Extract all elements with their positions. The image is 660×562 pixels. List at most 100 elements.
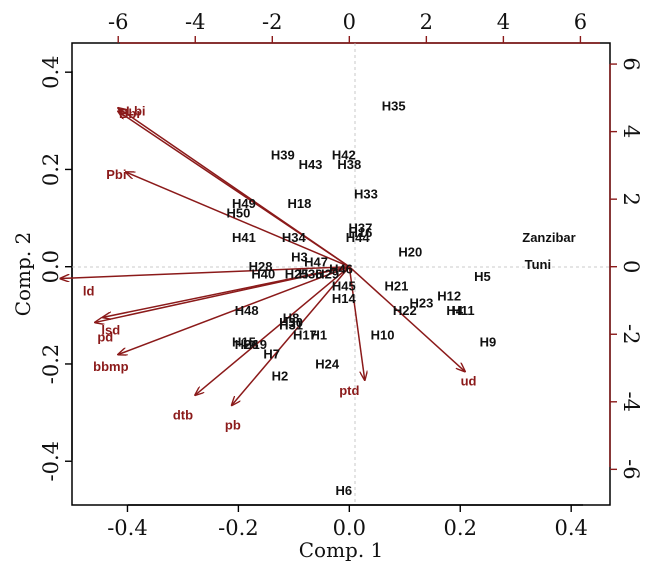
observation-label: H50 bbox=[226, 206, 250, 221]
observation-label: H23 bbox=[409, 296, 433, 311]
variable-label: pd bbox=[97, 330, 113, 345]
x-tick-label: -0.4 bbox=[107, 516, 148, 540]
loading-arrows bbox=[60, 108, 464, 405]
right-tick-label: 0 bbox=[619, 260, 643, 273]
loading-arrow-pd bbox=[95, 265, 350, 323]
observation-label: H33 bbox=[354, 186, 378, 201]
observation-label: H30 bbox=[279, 315, 303, 330]
observation-label: H3 bbox=[291, 249, 308, 264]
loading-arrow-ud bbox=[348, 266, 465, 372]
observation-label: H1 bbox=[311, 327, 328, 342]
x-tick-label: -0.2 bbox=[218, 516, 259, 540]
top-tick-label: 6 bbox=[574, 10, 587, 34]
observation-label: H37 bbox=[348, 220, 372, 235]
observation-label: H47 bbox=[304, 254, 328, 269]
observation-label: H26 bbox=[235, 337, 259, 352]
observation-label: H29 bbox=[315, 267, 339, 282]
variable-label: Bbr bbox=[119, 106, 141, 121]
observation-label: H21 bbox=[385, 279, 409, 294]
variable-label: bbmp bbox=[93, 359, 128, 374]
observation-label: H10 bbox=[371, 327, 395, 342]
x-tick-label: 0.4 bbox=[554, 516, 587, 540]
right-tick-label: -2 bbox=[619, 324, 643, 344]
observation-label: H8 bbox=[283, 310, 300, 325]
top-tick-label: -6 bbox=[108, 10, 128, 34]
observation-label: H16 bbox=[348, 225, 372, 240]
top-tick-label: 2 bbox=[420, 10, 433, 34]
variable-label: ld bbox=[83, 284, 95, 299]
loading-arrow-bbmp bbox=[118, 266, 350, 355]
loading-arrow-ld bbox=[60, 265, 350, 279]
observation-label: H17 bbox=[293, 327, 317, 342]
observation-label: H18 bbox=[287, 196, 311, 211]
observation-label: H35 bbox=[382, 99, 406, 114]
variable-label: Lbi bbox=[126, 104, 146, 119]
observation-label: H38 bbox=[337, 157, 361, 172]
observation-label: H48 bbox=[235, 303, 259, 318]
variable-label: ud bbox=[461, 373, 477, 388]
observation-label: H43 bbox=[299, 157, 323, 172]
observation-label: H40 bbox=[251, 267, 275, 282]
observation-label: H14 bbox=[332, 291, 357, 306]
observation-label: H46 bbox=[329, 262, 353, 277]
observation-label: H44 bbox=[346, 230, 371, 245]
observation-label: H19 bbox=[243, 337, 267, 352]
right-tick-label: 6 bbox=[619, 57, 643, 70]
y-tick-label: 0.4 bbox=[39, 55, 63, 88]
observation-label: H39 bbox=[271, 147, 295, 162]
y-tick-label: -0.2 bbox=[39, 344, 63, 385]
observation-label: H36 bbox=[299, 267, 323, 282]
y-tick-label: 0.0 bbox=[39, 250, 63, 283]
variable-label: Pbi bbox=[106, 167, 126, 182]
observation-label: H25 bbox=[285, 267, 309, 282]
observation-label: Zanzibar bbox=[522, 230, 575, 245]
observation-label: H20 bbox=[398, 245, 422, 260]
x-axis-title: Comp. 1 bbox=[299, 538, 384, 562]
top-tick-label: -2 bbox=[262, 10, 282, 34]
y-axis-title: Comp. 2 bbox=[11, 232, 35, 317]
y-tick-label: 0.2 bbox=[39, 153, 63, 186]
loading-arrow-pb bbox=[232, 266, 350, 405]
observation-label: H24 bbox=[315, 356, 340, 371]
observation-label: H4 bbox=[446, 303, 463, 318]
observation-label: H34 bbox=[282, 230, 307, 245]
observation-label: H12 bbox=[437, 288, 461, 303]
variable-label: lsd bbox=[101, 322, 120, 337]
observation-label: H11 bbox=[451, 303, 474, 318]
loading-arrow-ptd bbox=[348, 266, 364, 380]
observation-label: H28 bbox=[249, 259, 273, 274]
loading-arrow-dtb bbox=[195, 266, 350, 395]
observation-label: H2 bbox=[272, 369, 289, 384]
x-tick-label: 0.0 bbox=[333, 516, 366, 540]
right-tick-label: 4 bbox=[619, 125, 643, 138]
right-tick-label: -4 bbox=[619, 392, 643, 412]
observation-label: H6 bbox=[335, 483, 352, 498]
observation-label: Tuni bbox=[525, 257, 551, 272]
variable-label: pb bbox=[225, 417, 241, 432]
observation-label: H49 bbox=[232, 196, 256, 211]
observation-label: H41 bbox=[232, 230, 256, 245]
observation-label: H22 bbox=[393, 303, 417, 318]
variable-label: ptd bbox=[339, 383, 359, 398]
observation-label: H7 bbox=[263, 347, 280, 362]
y-tick-label: -0.4 bbox=[39, 441, 63, 482]
loading-arrow-Bbr bbox=[118, 108, 350, 268]
observation-label: H9 bbox=[480, 335, 497, 350]
observation-label: H31 bbox=[279, 318, 303, 333]
top-tick-label: 4 bbox=[497, 10, 510, 34]
right-tick-label: 2 bbox=[619, 192, 643, 205]
variable-label: dtb bbox=[173, 408, 193, 423]
right-tick-label: -6 bbox=[619, 459, 643, 479]
observation-label: H15 bbox=[232, 335, 256, 350]
loading-arrow-Pbi bbox=[126, 172, 350, 268]
top-tick-label: -4 bbox=[185, 10, 205, 34]
axis-ticks: -0.4 -0.2 0.0 0.2 0.4 -0.4 -0.2 0.0 0.2 0.4 -6 -4 -2… bbox=[39, 10, 643, 540]
observation-label: H5 bbox=[474, 269, 491, 284]
x-tick-label: 0.2 bbox=[444, 516, 477, 540]
observation-label: H45 bbox=[332, 279, 356, 294]
top-tick-label: 0 bbox=[343, 10, 356, 34]
observation-label: H42 bbox=[332, 147, 356, 162]
